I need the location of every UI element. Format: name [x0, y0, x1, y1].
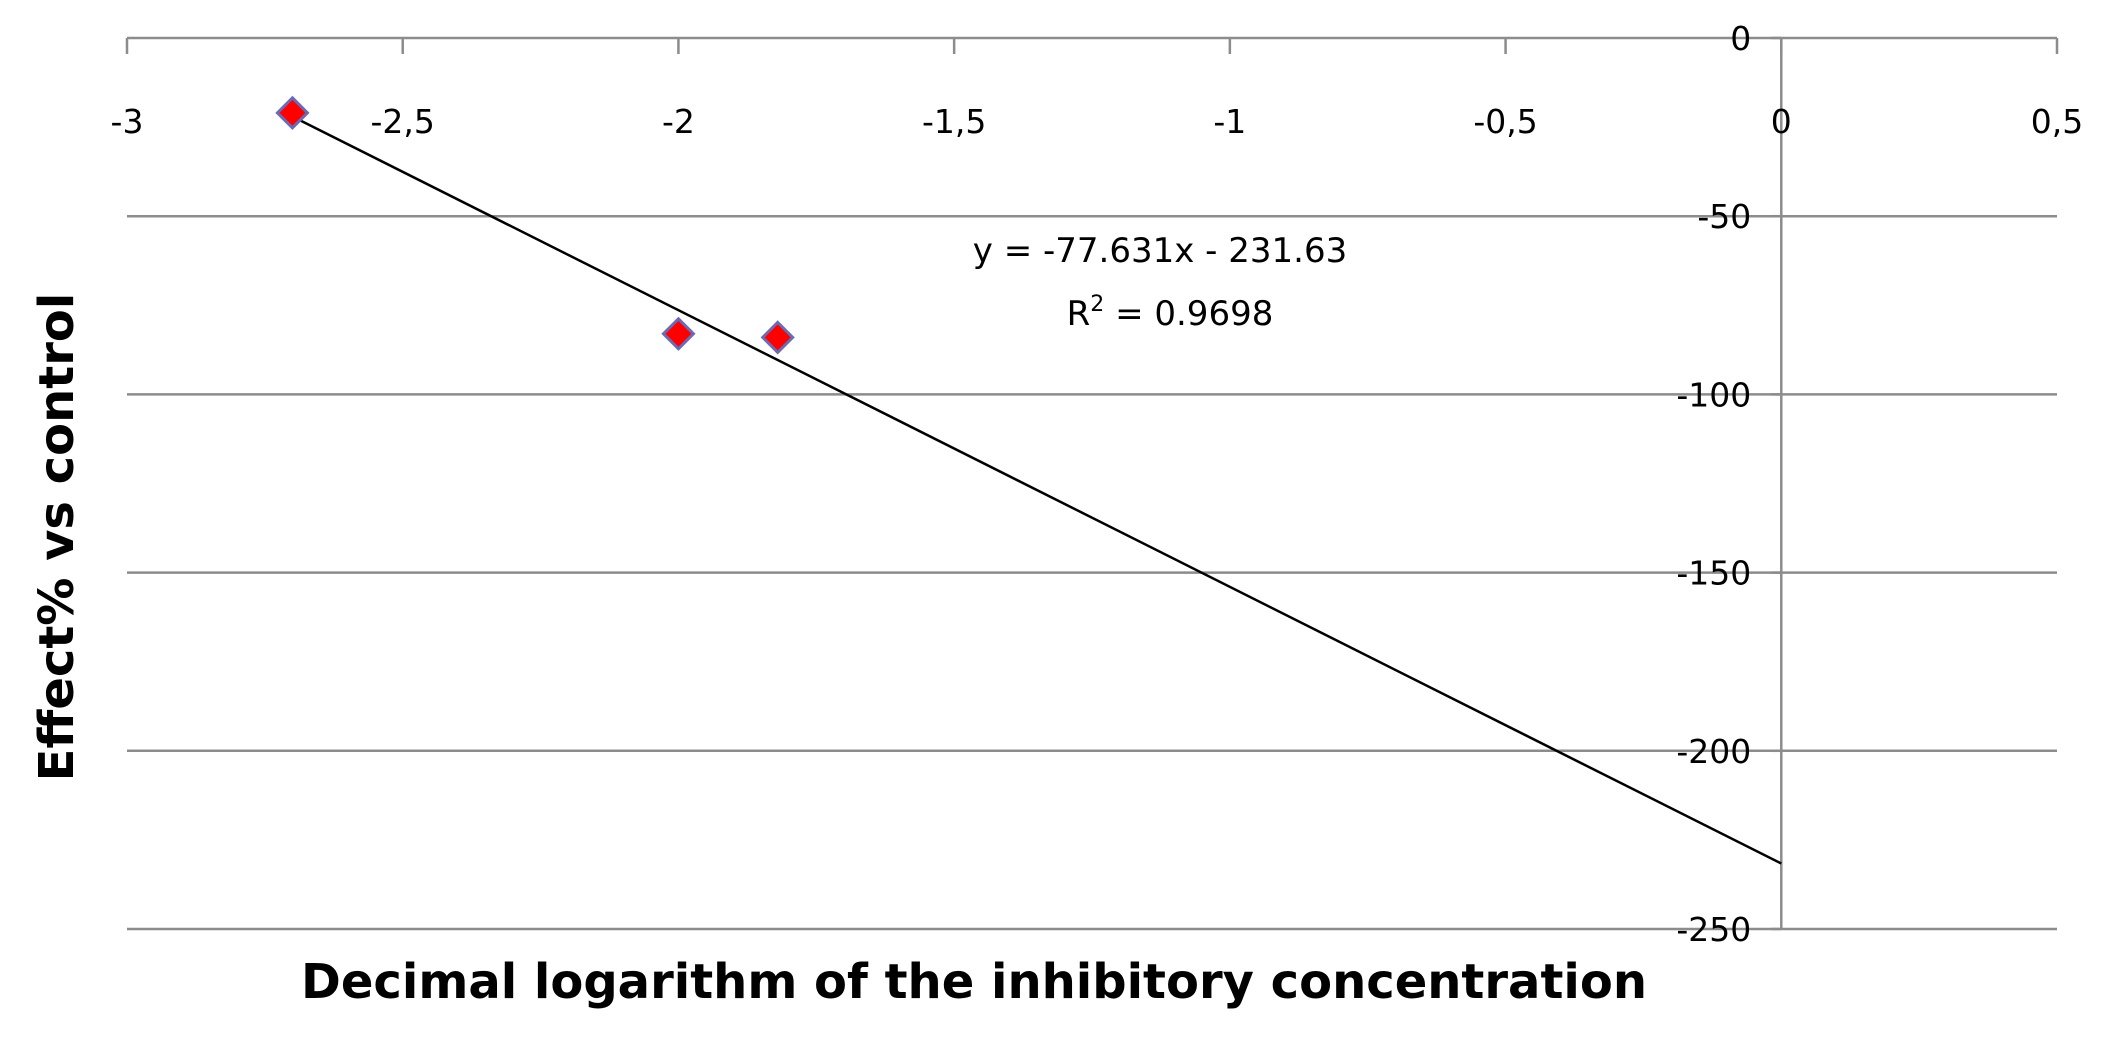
trendline-equation: y = -77.631x - 231.63 [973, 231, 1347, 271]
x-tick-label: -0,5 [1473, 102, 1537, 141]
y-tick-label: -200 [1676, 732, 1751, 771]
y-tick-label: -100 [1676, 375, 1751, 414]
x-tick-label: -3 [111, 102, 144, 141]
y-tick-label: 0 [1730, 19, 1751, 58]
x-tick-label: -1 [1213, 102, 1246, 141]
data-point [661, 316, 696, 351]
trendline-group [291, 115, 1782, 865]
y-tick-label: -150 [1676, 554, 1751, 593]
x-tick-label: 0 [1771, 102, 1792, 141]
r2-value: = 0.9698 [1104, 294, 1273, 334]
trendline [291, 115, 1782, 865]
trendline-r2: R2 = 0.9698 [1067, 292, 1274, 334]
x-tick-label: -2,5 [371, 102, 435, 141]
axes [125, 36, 2059, 931]
tick-labels: -3 -2,5 -2 -1,5 -1 -0,5 0 0,5 0 -50 -100 -150 -200 -2… [111, 19, 2084, 949]
data-points [275, 95, 795, 355]
x-tick-label: 0,5 [2031, 102, 2083, 141]
grid-lines [127, 36, 2057, 931]
x-tick-label: -1,5 [922, 102, 986, 141]
y-axis-title: Effect% vs control [29, 293, 85, 782]
r2-prefix: R [1067, 294, 1091, 334]
x-axis-title: Decimal logarithm of the inhibitory conc… [301, 954, 1647, 1010]
x-tick-label: -2 [662, 102, 695, 141]
data-point [275, 95, 310, 130]
r2-superscript: 2 [1090, 292, 1104, 317]
data-point [760, 320, 795, 355]
y-tick-label: -50 [1697, 197, 1751, 236]
y-tick-label: -250 [1676, 910, 1751, 949]
